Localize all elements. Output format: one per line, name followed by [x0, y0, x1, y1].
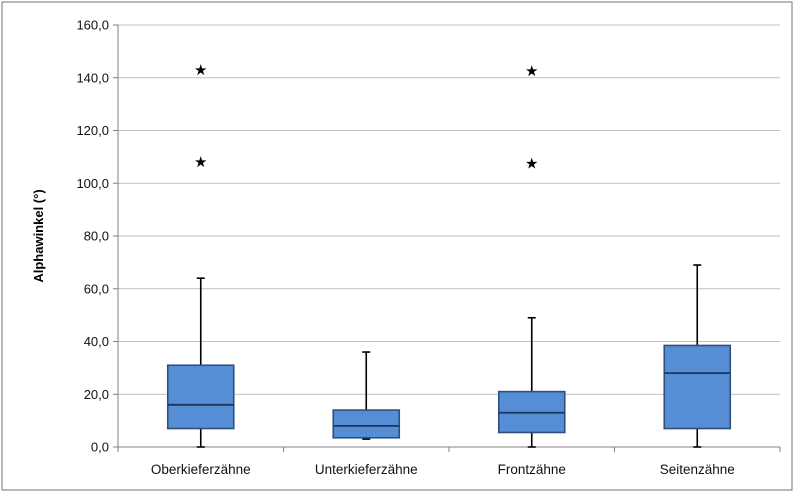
y-tick-label: 100,0 — [76, 176, 109, 191]
category-label: Seitenzähne — [660, 462, 735, 477]
boxes: ★★★★ — [166, 61, 732, 448]
category-labels: Oberkieferzähne Unterkieferzähne Frontzähn… — [117, 447, 781, 477]
y-tick-label: 20,0 — [84, 387, 109, 402]
box-group: ★★ — [166, 61, 235, 448]
iqr-box — [663, 344, 732, 430]
outlier-marker: ★ — [525, 154, 538, 172]
outlier-marker: ★ — [525, 62, 538, 80]
category-label: Unterkieferzähne — [315, 462, 418, 477]
y-tick-label: 160,0 — [76, 18, 109, 33]
y-tick-label: 60,0 — [84, 281, 109, 296]
iqr-box — [332, 409, 401, 439]
y-tick-label: 40,0 — [84, 334, 109, 349]
outlier-marker: ★ — [194, 153, 207, 171]
outlier-marker: ★ — [194, 61, 207, 79]
category-label: Frontzähne — [498, 462, 566, 477]
box-group — [663, 264, 732, 448]
y-tick-label: 120,0 — [76, 123, 109, 138]
y-tick-label: 80,0 — [84, 229, 109, 244]
y-tick-labels: 0,0 20,0 40,0 60,0 80,0 100,0 120,0 140,0 160,0 — [76, 18, 118, 455]
box-group — [332, 351, 401, 440]
y-tick-label: 0,0 — [91, 440, 109, 455]
y-tick-label: 140,0 — [76, 70, 109, 85]
category-label: Oberkieferzähne — [151, 462, 251, 477]
y-axis-title: Alphawinkel (°) — [31, 189, 46, 282]
box-group: ★★ — [497, 62, 566, 448]
iqr-box — [166, 364, 235, 430]
